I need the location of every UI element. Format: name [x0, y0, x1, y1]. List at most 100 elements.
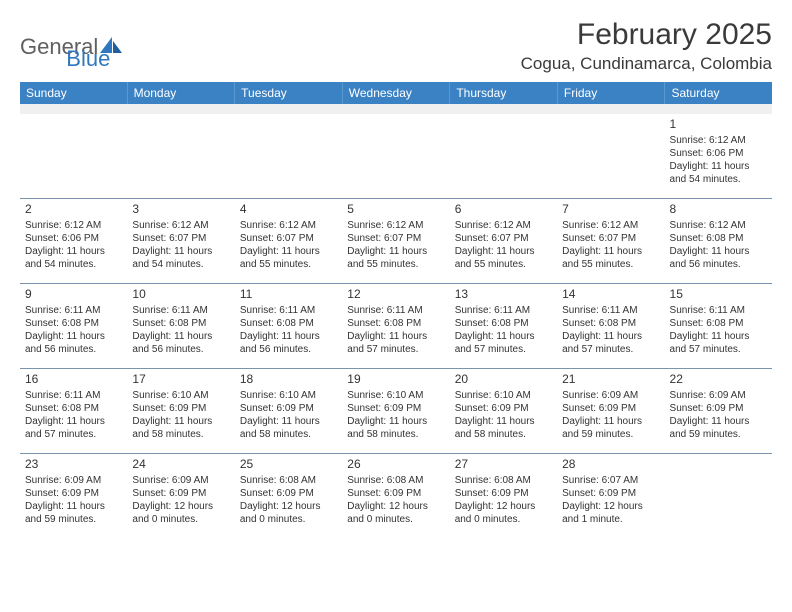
day-cell: 19Sunrise: 6:10 AMSunset: 6:09 PMDayligh…: [342, 369, 449, 453]
month-title: February 2025: [521, 18, 772, 52]
daylight-line: Daylight: 11 hours and 59 minutes.: [562, 415, 659, 441]
day-cell: [450, 114, 557, 198]
sunrise-line: Sunrise: 6:07 AM: [562, 474, 659, 487]
daylight-line: Daylight: 12 hours and 0 minutes.: [347, 500, 444, 526]
daylight-line: Daylight: 11 hours and 54 minutes.: [25, 245, 122, 271]
day-cell: 15Sunrise: 6:11 AMSunset: 6:08 PMDayligh…: [665, 284, 772, 368]
day-cell: 5Sunrise: 6:12 AMSunset: 6:07 PMDaylight…: [342, 199, 449, 283]
sunset-line: Sunset: 6:07 PM: [347, 232, 444, 245]
day-cell: 14Sunrise: 6:11 AMSunset: 6:08 PMDayligh…: [557, 284, 664, 368]
spacer-row: [20, 104, 772, 114]
sunrise-line: Sunrise: 6:12 AM: [240, 219, 337, 232]
day-number: 13: [455, 287, 552, 303]
daylight-line: Daylight: 11 hours and 54 minutes.: [670, 160, 767, 186]
sunset-line: Sunset: 6:08 PM: [455, 317, 552, 330]
title-block: February 2025 Cogua, Cundinamarca, Colom…: [521, 18, 772, 74]
weekday-header-cell: Wednesday: [343, 82, 451, 104]
daylight-line: Daylight: 11 hours and 55 minutes.: [347, 245, 444, 271]
day-number: 24: [132, 457, 229, 473]
day-cell: 22Sunrise: 6:09 AMSunset: 6:09 PMDayligh…: [665, 369, 772, 453]
sunrise-line: Sunrise: 6:10 AM: [347, 389, 444, 402]
week-row: 9Sunrise: 6:11 AMSunset: 6:08 PMDaylight…: [20, 283, 772, 368]
day-number: 17: [132, 372, 229, 388]
sunrise-line: Sunrise: 6:10 AM: [455, 389, 552, 402]
logo: General Blue: [20, 18, 110, 72]
day-cell: 4Sunrise: 6:12 AMSunset: 6:07 PMDaylight…: [235, 199, 342, 283]
week-row: 23Sunrise: 6:09 AMSunset: 6:09 PMDayligh…: [20, 453, 772, 538]
sunset-line: Sunset: 6:09 PM: [240, 487, 337, 500]
daylight-line: Daylight: 11 hours and 56 minutes.: [132, 330, 229, 356]
week-row: 2Sunrise: 6:12 AMSunset: 6:06 PMDaylight…: [20, 198, 772, 283]
day-cell: 7Sunrise: 6:12 AMSunset: 6:07 PMDaylight…: [557, 199, 664, 283]
sunset-line: Sunset: 6:09 PM: [455, 402, 552, 415]
day-cell: 11Sunrise: 6:11 AMSunset: 6:08 PMDayligh…: [235, 284, 342, 368]
day-cell: 20Sunrise: 6:10 AMSunset: 6:09 PMDayligh…: [450, 369, 557, 453]
day-number: 21: [562, 372, 659, 388]
day-cell: [235, 114, 342, 198]
sunrise-line: Sunrise: 6:08 AM: [347, 474, 444, 487]
day-number: 15: [670, 287, 767, 303]
day-cell: 18Sunrise: 6:10 AMSunset: 6:09 PMDayligh…: [235, 369, 342, 453]
day-number: 28: [562, 457, 659, 473]
calendar-page: General Blue February 2025 Cogua, Cundin…: [0, 0, 792, 556]
sunset-line: Sunset: 6:08 PM: [25, 402, 122, 415]
day-cell: 2Sunrise: 6:12 AMSunset: 6:06 PMDaylight…: [20, 199, 127, 283]
day-number: 23: [25, 457, 122, 473]
sunrise-line: Sunrise: 6:09 AM: [562, 389, 659, 402]
daylight-line: Daylight: 11 hours and 55 minutes.: [240, 245, 337, 271]
sunrise-line: Sunrise: 6:12 AM: [670, 219, 767, 232]
sunset-line: Sunset: 6:07 PM: [562, 232, 659, 245]
day-number: 20: [455, 372, 552, 388]
day-cell: 21Sunrise: 6:09 AMSunset: 6:09 PMDayligh…: [557, 369, 664, 453]
day-number: 26: [347, 457, 444, 473]
day-cell: 9Sunrise: 6:11 AMSunset: 6:08 PMDaylight…: [20, 284, 127, 368]
sunrise-line: Sunrise: 6:10 AM: [240, 389, 337, 402]
daylight-line: Daylight: 11 hours and 54 minutes.: [132, 245, 229, 271]
sunrise-line: Sunrise: 6:12 AM: [455, 219, 552, 232]
weeks-container: 1Sunrise: 6:12 AMSunset: 6:06 PMDaylight…: [20, 104, 772, 538]
daylight-line: Daylight: 11 hours and 58 minutes.: [240, 415, 337, 441]
sunset-line: Sunset: 6:09 PM: [455, 487, 552, 500]
sunrise-line: Sunrise: 6:11 AM: [25, 304, 122, 317]
sunset-line: Sunset: 6:08 PM: [562, 317, 659, 330]
sunrise-line: Sunrise: 6:12 AM: [132, 219, 229, 232]
day-number: 14: [562, 287, 659, 303]
daylight-line: Daylight: 11 hours and 57 minutes.: [25, 415, 122, 441]
day-number: 18: [240, 372, 337, 388]
header-row: General Blue February 2025 Cogua, Cundin…: [20, 18, 772, 74]
daylight-line: Daylight: 11 hours and 57 minutes.: [670, 330, 767, 356]
daylight-line: Daylight: 11 hours and 58 minutes.: [347, 415, 444, 441]
day-cell: [342, 114, 449, 198]
day-cell: 8Sunrise: 6:12 AMSunset: 6:08 PMDaylight…: [665, 199, 772, 283]
sunrise-line: Sunrise: 6:08 AM: [455, 474, 552, 487]
day-cell: 27Sunrise: 6:08 AMSunset: 6:09 PMDayligh…: [450, 454, 557, 538]
day-number: 6: [455, 202, 552, 218]
sunset-line: Sunset: 6:08 PM: [240, 317, 337, 330]
day-cell: [557, 114, 664, 198]
day-cell: 1Sunrise: 6:12 AMSunset: 6:06 PMDaylight…: [665, 114, 772, 198]
day-number: 8: [670, 202, 767, 218]
day-cell: [665, 454, 772, 538]
day-number: 11: [240, 287, 337, 303]
sunrise-line: Sunrise: 6:11 AM: [132, 304, 229, 317]
sunset-line: Sunset: 6:09 PM: [132, 402, 229, 415]
day-number: 9: [25, 287, 122, 303]
sunrise-line: Sunrise: 6:12 AM: [562, 219, 659, 232]
sunset-line: Sunset: 6:09 PM: [347, 487, 444, 500]
day-number: 5: [347, 202, 444, 218]
day-cell: [20, 114, 127, 198]
day-number: 12: [347, 287, 444, 303]
daylight-line: Daylight: 12 hours and 0 minutes.: [132, 500, 229, 526]
sunrise-line: Sunrise: 6:11 AM: [347, 304, 444, 317]
location-text: Cogua, Cundinamarca, Colombia: [521, 54, 772, 74]
sunrise-line: Sunrise: 6:11 AM: [562, 304, 659, 317]
sunrise-line: Sunrise: 6:11 AM: [240, 304, 337, 317]
week-row: 1Sunrise: 6:12 AMSunset: 6:06 PMDaylight…: [20, 114, 772, 198]
day-number: 2: [25, 202, 122, 218]
sunrise-line: Sunrise: 6:12 AM: [25, 219, 122, 232]
weekday-header-cell: Saturday: [665, 82, 772, 104]
day-number: 25: [240, 457, 337, 473]
day-number: 10: [132, 287, 229, 303]
weekday-header-row: SundayMondayTuesdayWednesdayThursdayFrid…: [20, 82, 772, 104]
day-cell: 10Sunrise: 6:11 AMSunset: 6:08 PMDayligh…: [127, 284, 234, 368]
